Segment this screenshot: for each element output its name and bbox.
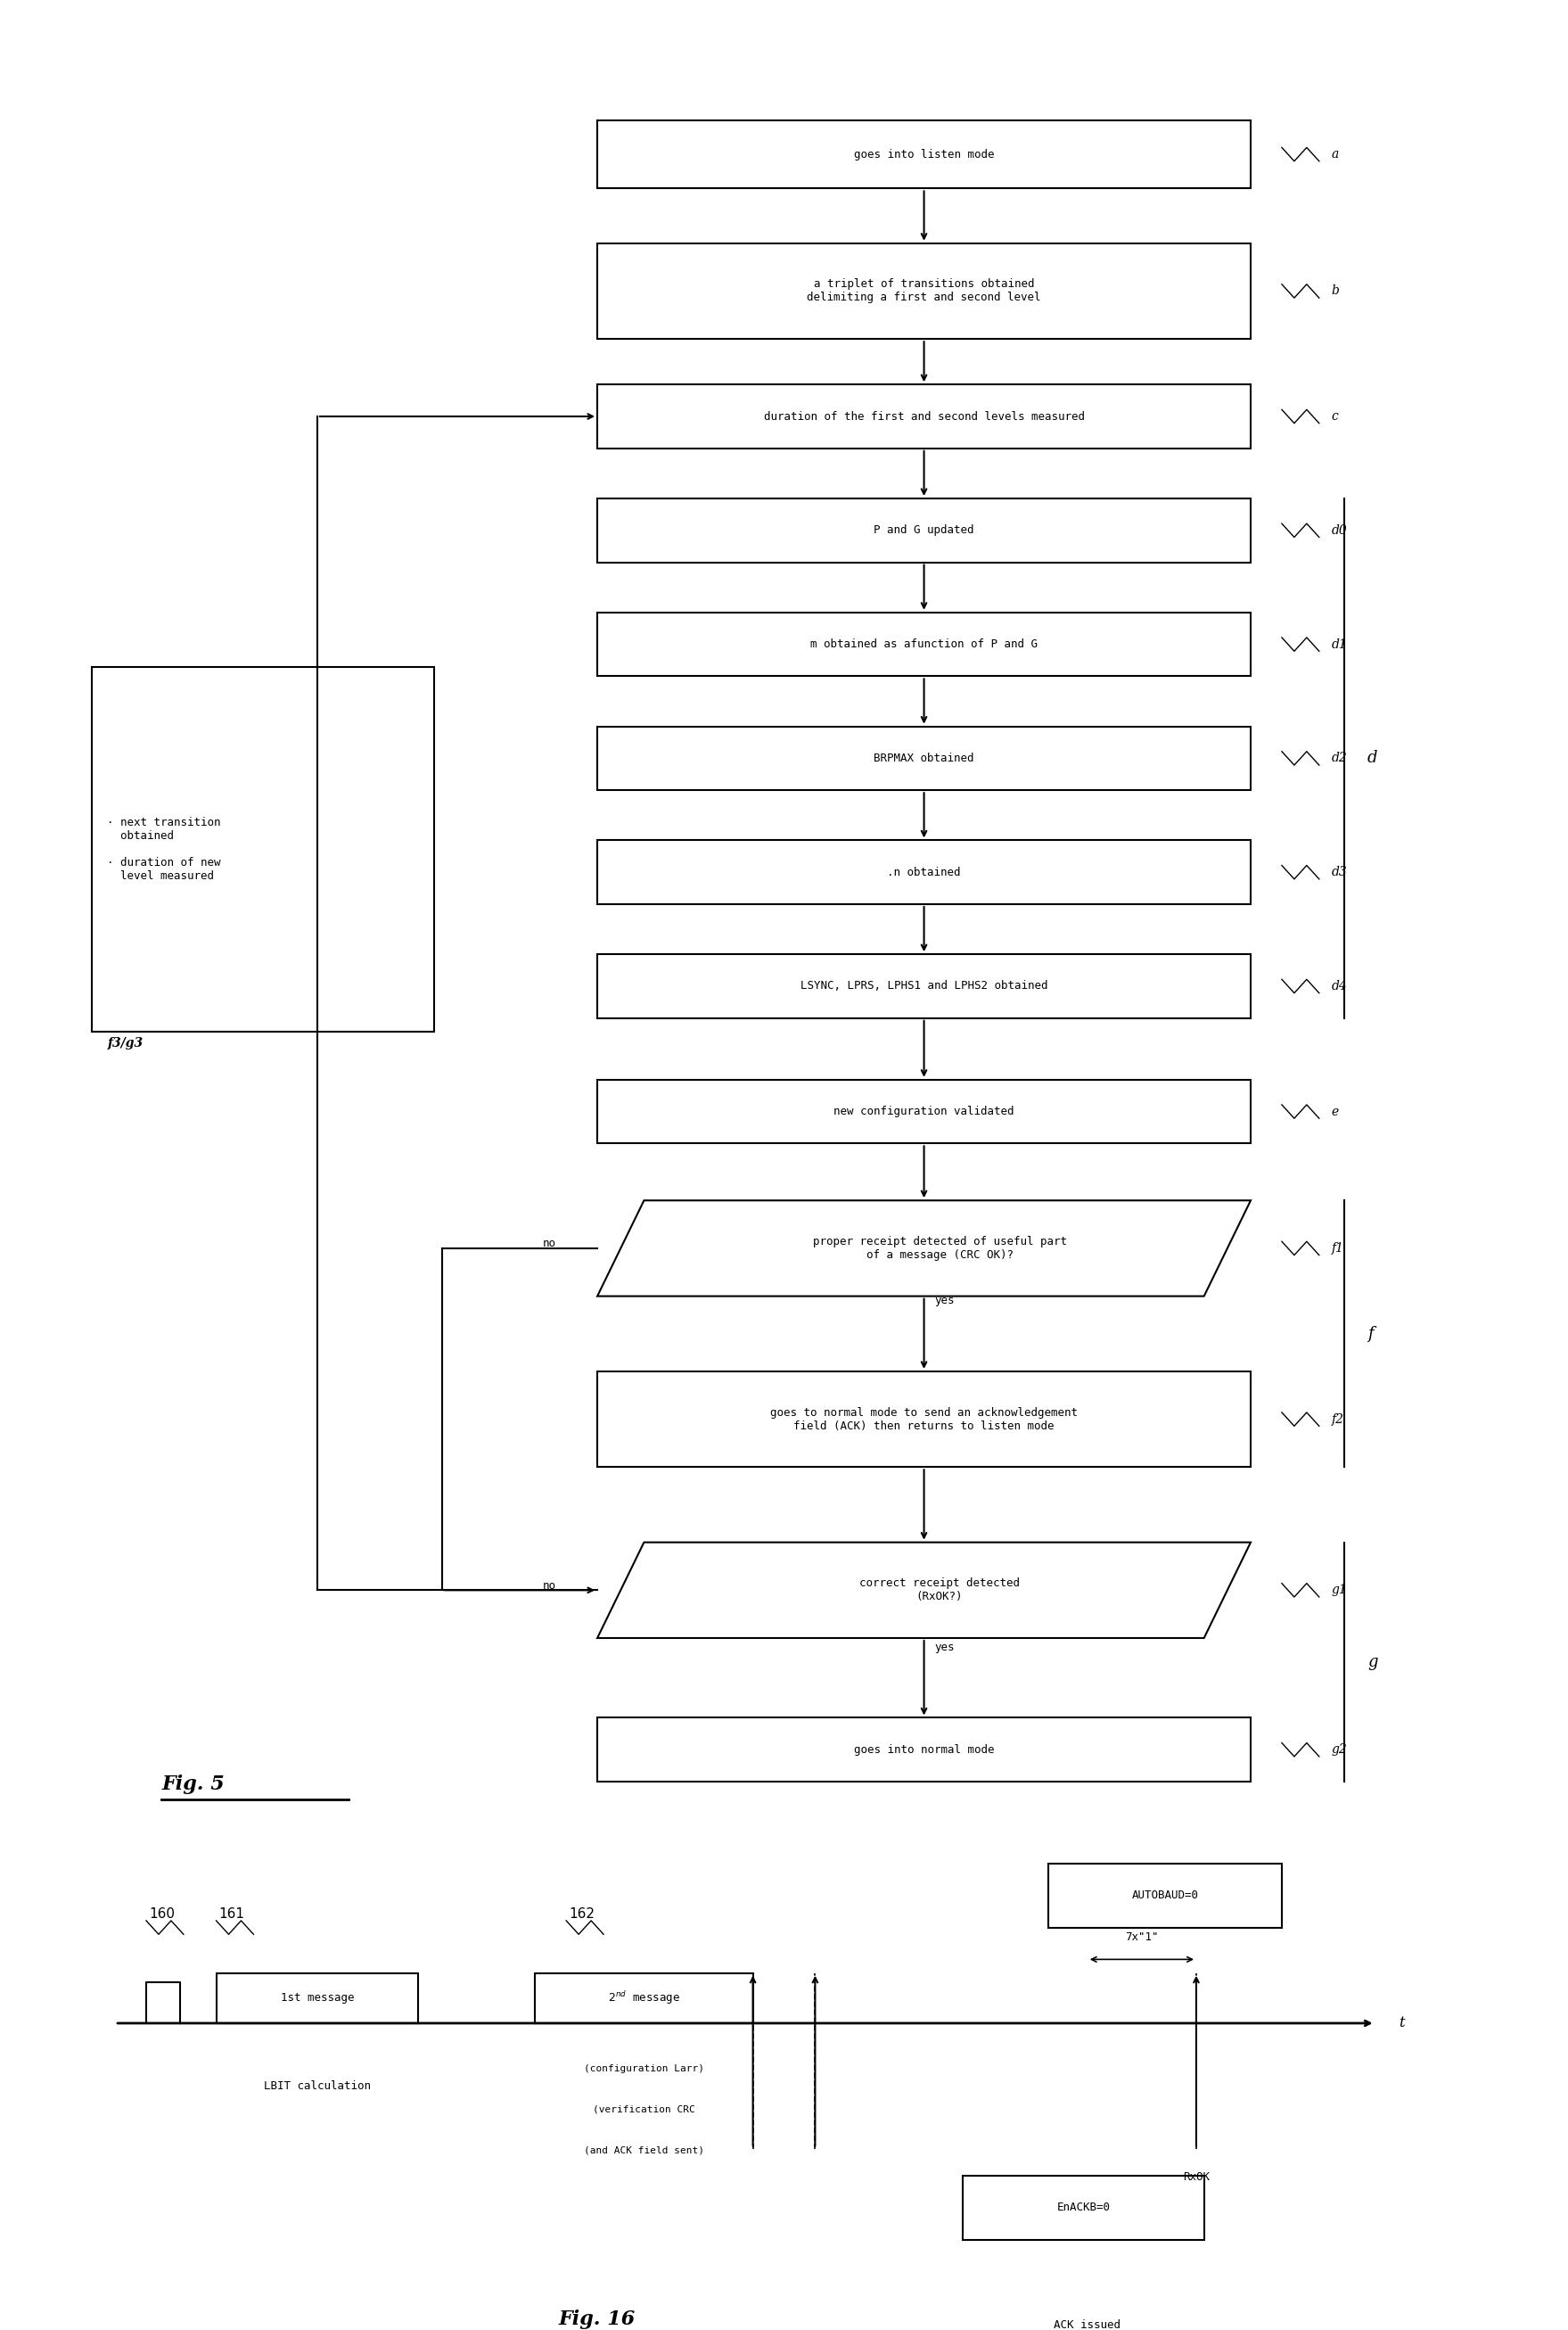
Text: d0: d0 — [1331, 524, 1347, 536]
Text: a: a — [1331, 149, 1339, 161]
FancyBboxPatch shape — [597, 955, 1251, 1018]
Text: c: c — [1331, 410, 1339, 422]
FancyBboxPatch shape — [597, 499, 1251, 562]
FancyBboxPatch shape — [597, 727, 1251, 790]
Text: (verification CRC: (verification CRC — [593, 2106, 695, 2113]
Polygon shape — [597, 1542, 1251, 1638]
Text: g: g — [1367, 1654, 1378, 1671]
Text: EnACKB=0: EnACKB=0 — [1057, 2202, 1110, 2214]
Text: · next transition
  obtained

· duration of new
  level measured: · next transition obtained · duration of… — [107, 818, 221, 883]
Text: RxOK: RxOK — [1182, 2172, 1209, 2183]
Text: f3/g3: f3/g3 — [107, 1037, 143, 1049]
FancyBboxPatch shape — [597, 121, 1251, 189]
Text: goes to normal mode to send an acknowledgement
field (ACK) then returns to liste: goes to normal mode to send an acknowled… — [770, 1407, 1077, 1431]
Text: d4: d4 — [1331, 981, 1347, 993]
FancyBboxPatch shape — [597, 1079, 1251, 1144]
Text: d1: d1 — [1331, 638, 1347, 650]
Text: ACK issued: ACK issued — [1054, 2318, 1121, 2330]
Text: (configuration Larr): (configuration Larr) — [583, 2064, 704, 2074]
Text: AUTOBAUD=0: AUTOBAUD=0 — [1132, 1890, 1198, 1901]
FancyBboxPatch shape — [597, 1372, 1251, 1468]
Text: t: t — [1399, 2015, 1405, 2032]
Text: b: b — [1331, 284, 1339, 298]
Text: new configuration validated: new configuration validated — [834, 1107, 1014, 1118]
Text: no: no — [543, 1237, 557, 1249]
Text: 161: 161 — [220, 1908, 245, 1920]
Text: g1: g1 — [1331, 1584, 1347, 1596]
Text: yes: yes — [935, 1640, 955, 1652]
Text: BRPMAX obtained: BRPMAX obtained — [873, 753, 974, 764]
Text: Fig. 5: Fig. 5 — [162, 1773, 224, 1794]
FancyBboxPatch shape — [597, 841, 1251, 904]
Text: (and ACK field sent): (and ACK field sent) — [583, 2146, 704, 2155]
Text: yes: yes — [935, 1295, 955, 1307]
Text: 7x"1": 7x"1" — [1126, 1932, 1159, 1943]
Text: goes into listen mode: goes into listen mode — [855, 149, 994, 161]
Text: 162: 162 — [569, 1908, 594, 1920]
Text: a triplet of transitions obtained
delimiting a first and second level: a triplet of transitions obtained delimi… — [808, 280, 1041, 303]
Text: LSYNC, LPRS, LPHS1 and LPHS2 obtained: LSYNC, LPRS, LPHS1 and LPHS2 obtained — [800, 981, 1047, 993]
FancyBboxPatch shape — [535, 1974, 753, 2022]
Text: P and G updated: P and G updated — [873, 524, 974, 536]
Text: goes into normal mode: goes into normal mode — [855, 1743, 994, 1754]
FancyBboxPatch shape — [216, 1974, 419, 2022]
FancyBboxPatch shape — [1049, 1864, 1281, 1927]
FancyBboxPatch shape — [93, 666, 434, 1032]
Text: LBIT calculation: LBIT calculation — [263, 2081, 370, 2092]
Text: proper receipt detected of useful part
of a message (CRC OK)?: proper receipt detected of useful part o… — [812, 1235, 1066, 1261]
FancyBboxPatch shape — [597, 384, 1251, 447]
Text: .n obtained: .n obtained — [887, 867, 961, 878]
Text: e: e — [1331, 1104, 1339, 1118]
Text: f: f — [1367, 1326, 1374, 1342]
Text: no: no — [543, 1580, 557, 1591]
FancyBboxPatch shape — [597, 242, 1251, 338]
Text: 1st message: 1st message — [281, 1992, 354, 2004]
Text: correct receipt detected
(RxOK?): correct receipt detected (RxOK?) — [859, 1577, 1019, 1603]
Text: duration of the first and second levels measured: duration of the first and second levels … — [764, 410, 1085, 422]
Text: f2: f2 — [1331, 1412, 1344, 1426]
Text: d2: d2 — [1331, 753, 1347, 764]
FancyBboxPatch shape — [597, 1717, 1251, 1782]
Text: $2^{nd}$ message: $2^{nd}$ message — [608, 1990, 681, 2006]
Text: d: d — [1367, 750, 1378, 767]
Text: Fig. 16: Fig. 16 — [558, 2309, 635, 2330]
Text: f1: f1 — [1331, 1242, 1344, 1254]
Polygon shape — [597, 1200, 1251, 1295]
Text: d3: d3 — [1331, 867, 1347, 878]
Text: m obtained as afunction of P and G: m obtained as afunction of P and G — [811, 638, 1038, 650]
FancyBboxPatch shape — [597, 613, 1251, 676]
Text: g2: g2 — [1331, 1743, 1347, 1757]
FancyBboxPatch shape — [963, 2176, 1204, 2239]
Text: 160: 160 — [149, 1908, 174, 1920]
